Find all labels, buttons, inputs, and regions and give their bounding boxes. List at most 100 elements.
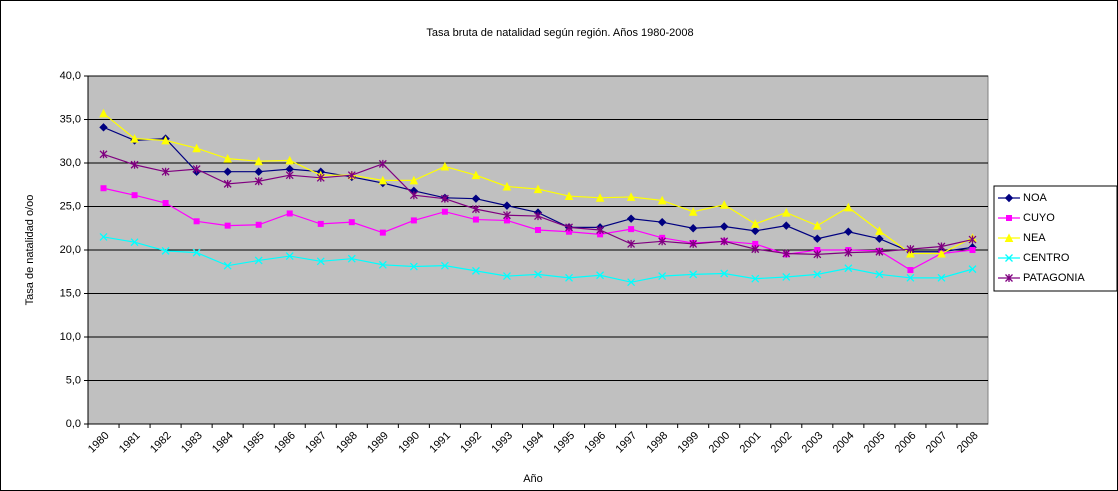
marker <box>224 222 231 229</box>
marker <box>719 222 729 231</box>
marker <box>626 214 636 223</box>
marker <box>410 217 417 224</box>
marker <box>595 193 605 202</box>
legend-label: CENTRO <box>1023 252 1070 264</box>
marker <box>440 261 449 270</box>
marker <box>534 212 542 221</box>
marker <box>409 262 418 271</box>
y-axis-label: Tasa de natalidad o/oo <box>24 195 36 306</box>
marker <box>751 226 760 236</box>
marker <box>937 242 946 251</box>
marker <box>1005 254 1013 262</box>
marker <box>688 224 698 233</box>
marker <box>192 165 201 174</box>
marker <box>782 221 791 230</box>
marker <box>223 167 232 176</box>
marker <box>813 234 822 243</box>
marker <box>535 226 541 233</box>
chart-title: Tasa bruta de natalidad según región. Añ… <box>426 27 693 39</box>
marker <box>162 200 169 207</box>
marker <box>751 245 760 254</box>
marker <box>472 216 479 223</box>
marker <box>844 202 853 212</box>
marker <box>348 219 355 226</box>
marker <box>130 238 139 247</box>
marker <box>440 161 450 171</box>
marker <box>502 181 512 191</box>
legend-label: NEA <box>1023 232 1046 244</box>
marker <box>968 265 977 274</box>
marker <box>441 208 448 215</box>
marker <box>564 191 574 201</box>
marker <box>161 167 170 176</box>
marker <box>193 218 200 225</box>
y-tick-label: 15,0 <box>60 287 81 299</box>
marker <box>814 247 821 253</box>
marker <box>503 211 511 220</box>
marker <box>471 194 481 203</box>
marker <box>565 273 573 282</box>
marker <box>409 175 419 185</box>
marker <box>254 256 263 265</box>
marker <box>875 270 884 279</box>
marker <box>285 155 295 165</box>
marker <box>378 159 387 168</box>
marker <box>689 239 698 248</box>
marker <box>813 270 822 279</box>
marker <box>597 231 604 238</box>
marker <box>657 195 667 205</box>
marker <box>566 228 573 235</box>
marker <box>192 143 201 153</box>
marker <box>813 221 822 230</box>
marker <box>596 271 605 280</box>
marker <box>317 220 324 227</box>
marker <box>875 247 884 256</box>
x-axis-label: Año <box>523 473 543 485</box>
marker <box>781 207 791 217</box>
marker <box>596 225 605 234</box>
marker <box>1004 233 1014 242</box>
marker <box>937 248 946 258</box>
marker <box>719 200 729 209</box>
marker <box>192 248 201 257</box>
y-tick-label: 40,0 <box>60 70 81 82</box>
marker <box>471 170 481 180</box>
marker <box>285 171 294 180</box>
y-tick-label: 5,0 <box>66 374 81 386</box>
marker <box>99 123 108 132</box>
marker <box>254 177 263 186</box>
marker <box>1004 193 1014 203</box>
marker <box>130 134 139 143</box>
marker <box>689 270 698 279</box>
marker <box>502 201 512 210</box>
marker <box>347 254 356 263</box>
marker <box>782 273 791 281</box>
marker <box>750 219 760 228</box>
marker <box>347 171 356 180</box>
marker <box>534 270 542 279</box>
y-tick-label: 25,0 <box>60 200 81 212</box>
marker <box>875 226 884 235</box>
marker <box>471 205 480 214</box>
y-tick-label: 35,0 <box>60 113 81 125</box>
marker <box>378 260 387 269</box>
marker <box>937 273 946 282</box>
legend-label: NOA <box>1023 192 1048 204</box>
marker <box>223 154 232 163</box>
marker <box>503 217 510 224</box>
marker <box>161 135 170 145</box>
marker <box>1006 215 1012 221</box>
marker <box>627 278 636 287</box>
marker <box>440 194 449 203</box>
marker <box>875 234 884 243</box>
marker <box>565 223 573 232</box>
marker <box>223 261 232 270</box>
marker <box>720 269 729 278</box>
marker <box>813 250 822 259</box>
marker <box>409 191 418 200</box>
marker <box>688 207 698 216</box>
marker <box>907 267 914 274</box>
marker <box>969 247 976 253</box>
marker <box>906 245 915 254</box>
marker <box>99 108 108 118</box>
